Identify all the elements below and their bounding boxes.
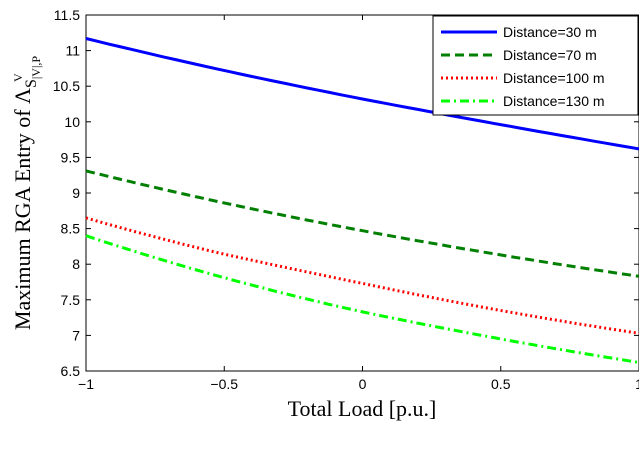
legend: Distance=30 m Distance=70 m Distance=100 m… xyxy=(432,15,639,116)
y-axis-title-group: Maximum RGA Entry of ΛS|V|,P V xyxy=(10,56,43,330)
y-tick-label: 7 xyxy=(72,327,80,343)
y-tick-label: 8.5 xyxy=(61,221,81,237)
legend-label: Distance=130 m xyxy=(503,93,605,109)
series-layer xyxy=(85,37,639,364)
y-tick-label: 9 xyxy=(72,185,80,201)
series-line xyxy=(85,169,639,278)
y-axis-title: Maximum RGA Entry of ΛS|V|,P V xyxy=(10,56,43,330)
y-axis-title-sup: V xyxy=(11,73,25,82)
legend-label: Distance=30 m xyxy=(503,24,597,40)
series-line xyxy=(85,216,639,335)
legend-label: Distance=70 m xyxy=(503,47,597,63)
y-tick-label: 7.5 xyxy=(61,292,81,308)
x-tick-label: 0 xyxy=(359,376,367,392)
y-tick-label: 9.5 xyxy=(61,149,81,165)
y-tick-label: 11.5 xyxy=(54,7,80,23)
y-tick-label: 11 xyxy=(65,43,80,59)
axis-ticks: −1 −0.5 0 0.5 1 6.5 7 7.5 8 8.5 9 9.5 10 10.5 11 11.5 xyxy=(53,7,639,392)
y-axis-title-subsub: |V|,P xyxy=(29,56,43,79)
x-axis-title: Total Load [p.u.] xyxy=(288,396,437,421)
x-tick-label: 1 xyxy=(635,376,639,392)
y-tick-label: 10.5 xyxy=(53,78,80,94)
y-axis-title-sub: S xyxy=(23,79,40,88)
series-line xyxy=(85,37,639,151)
x-tick-label: −1 xyxy=(78,376,94,392)
y-tick-label: 10 xyxy=(64,114,80,130)
y-tick-label: 8 xyxy=(72,256,80,272)
x-tick-label: −0.5 xyxy=(210,376,238,392)
series-line xyxy=(85,234,639,364)
legend-items: Distance=30 m Distance=70 m Distance=100 m… xyxy=(441,24,605,109)
x-tick-label: 0.5 xyxy=(491,376,511,392)
legend-label: Distance=100 m xyxy=(503,70,605,86)
y-axis-title-main: Maximum RGA Entry of Λ xyxy=(10,88,35,330)
y-tick-label: 6.5 xyxy=(61,363,81,379)
